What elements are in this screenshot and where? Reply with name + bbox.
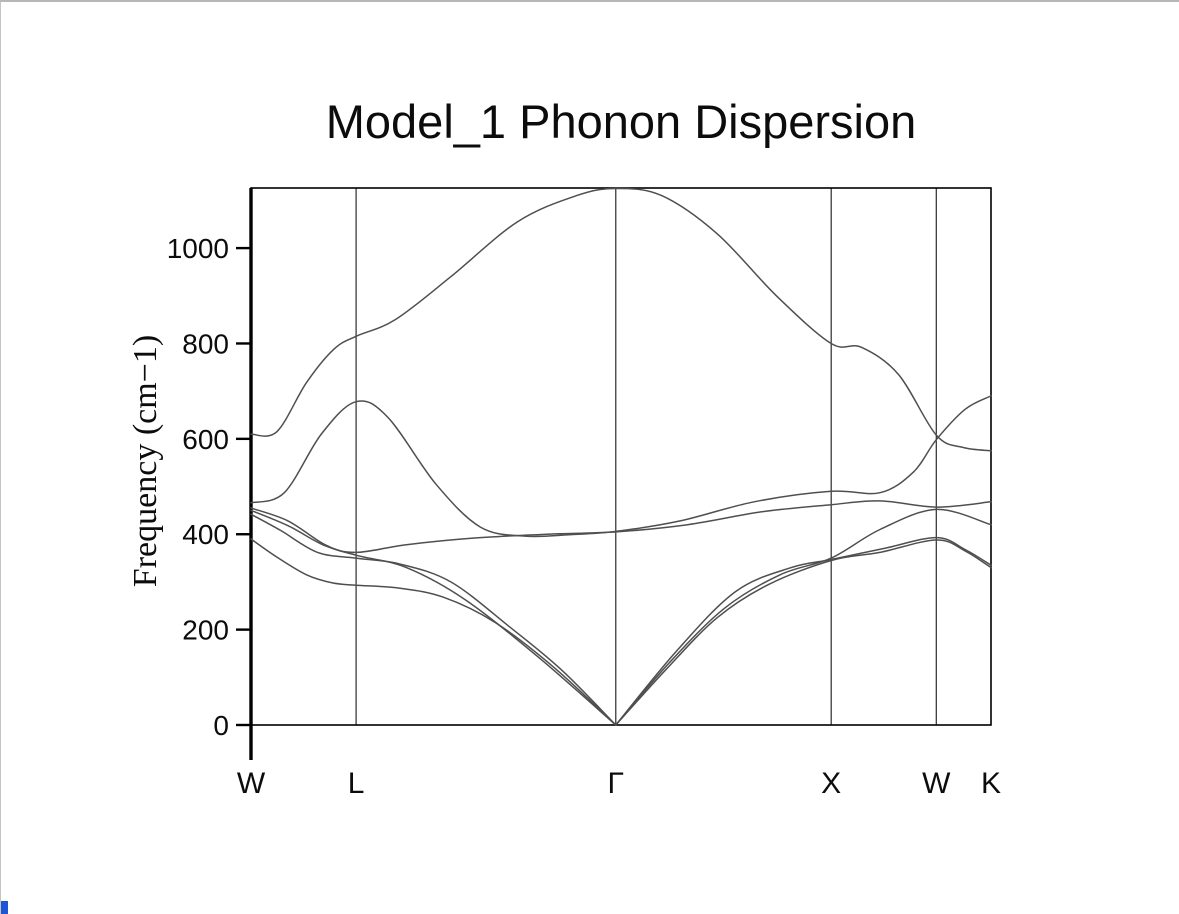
acoustic-branch-2-seg2 <box>615 508 992 726</box>
acoustic-branch-2-seg1 <box>250 513 617 726</box>
chart-title: Model_1 Phonon Dispersion <box>325 95 917 148</box>
y-tick-label: 400 <box>182 519 229 550</box>
x-label-W: W <box>237 767 266 800</box>
x-label-K: K <box>981 767 1001 800</box>
x-label-W: W <box>922 767 951 800</box>
screen-corner-artifact <box>1 901 8 914</box>
optical-branch-3 <box>250 187 992 452</box>
y-tick-label: 600 <box>182 424 229 455</box>
y-tick-label: 0 <box>213 710 229 741</box>
optical-branch-2 <box>250 395 992 538</box>
acoustic-branch-3-seg1 <box>250 507 617 726</box>
y-tick-label: 1000 <box>167 233 229 264</box>
y-tick-label: 200 <box>182 615 229 646</box>
acoustic-branch-1-seg2 <box>615 539 992 726</box>
x-label-X: X <box>821 767 841 800</box>
acoustic-branch-3-seg2 <box>615 536 992 726</box>
x-label-Γ: Γ <box>608 767 625 800</box>
plot-frame <box>250 187 992 726</box>
y-tick-label: 800 <box>182 328 229 359</box>
x-label-L: L <box>348 767 365 800</box>
acoustic-branch-1-seg1 <box>250 538 617 726</box>
optical-branch-1 <box>250 500 992 554</box>
